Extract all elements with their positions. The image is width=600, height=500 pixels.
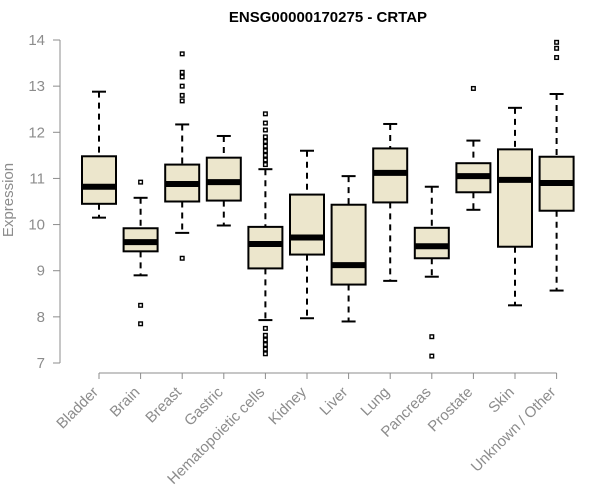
outlier-point [262, 120, 268, 126]
y-tick-label: 14 [28, 32, 45, 49]
box-lung [372, 122, 409, 282]
x-tick-label: Prostate [425, 384, 477, 436]
outlier-point [179, 255, 185, 261]
x-tick-label: Skin [485, 384, 518, 417]
outlier-point [554, 39, 560, 45]
y-tick-label: 12 [28, 124, 45, 141]
outlier-point [262, 325, 268, 331]
outlier-point [262, 139, 268, 145]
outlier-point [179, 51, 185, 57]
outlier-point [179, 83, 185, 89]
outlier-point [262, 162, 268, 168]
iqr-box [330, 203, 367, 286]
outlier-point [429, 353, 435, 359]
outlier-point [262, 337, 268, 343]
outlier-point [179, 92, 185, 98]
outlier-point [262, 157, 268, 163]
box-skin [497, 106, 533, 307]
iqr-box [497, 148, 533, 248]
outlier-point [554, 45, 560, 51]
outlier-point [138, 179, 144, 185]
x-tick-label: Lung [357, 384, 393, 420]
outlier-point [138, 302, 144, 308]
outlier-point [262, 342, 268, 348]
outlier-point [262, 332, 268, 338]
box-kidney [289, 149, 325, 320]
y-tick-label: 8 [37, 309, 45, 326]
outlier-point [262, 111, 268, 117]
box-hematopoietic-cells [247, 111, 284, 357]
y-tick-label: 11 [29, 170, 45, 187]
boxes-group [81, 39, 575, 359]
y-tick-label: 7 [37, 355, 45, 372]
y-tick-label: 10 [28, 217, 45, 234]
box-brain [122, 179, 159, 327]
x-tick-label: Bladder [53, 384, 102, 433]
x-tick-label: Kidney [265, 383, 310, 428]
outlier-point [179, 98, 185, 104]
outlier-point [262, 143, 268, 149]
outlier-point [554, 55, 560, 61]
outlier-point [429, 334, 435, 340]
y-axis-label: Expression [0, 163, 17, 237]
outlier-point [470, 85, 476, 91]
axes: 7 8 9 10 11 12 13 14 [28, 32, 557, 374]
box-liver [330, 175, 367, 323]
iqr-box [247, 225, 284, 270]
outlier-point [262, 346, 268, 352]
box-prostate [455, 85, 492, 211]
box-unknown-other [538, 39, 575, 292]
outlier-point [262, 134, 268, 140]
outlier-point [179, 69, 185, 75]
chart-title: ENSG00000170275 - CRTAP [229, 9, 427, 26]
box-breast [164, 51, 201, 261]
outlier-point [262, 351, 268, 357]
box-bladder [81, 90, 117, 219]
outlier-point [262, 152, 268, 158]
x-tick-label: Brain [107, 384, 144, 421]
x-tick-label: Breast [142, 383, 185, 426]
iqr-box [81, 155, 117, 205]
outlier-point [262, 127, 268, 133]
y-tick-label: 9 [37, 263, 45, 280]
iqr-box [413, 226, 450, 260]
outlier-point [179, 74, 185, 80]
outlier-point [262, 148, 268, 154]
outlier-point [138, 321, 144, 327]
box-pancreas [413, 185, 450, 359]
box-gastric [205, 134, 242, 227]
iqr-box [289, 193, 325, 256]
y-tick-label: 13 [28, 78, 45, 95]
x-tick-label: Liver [316, 384, 351, 419]
